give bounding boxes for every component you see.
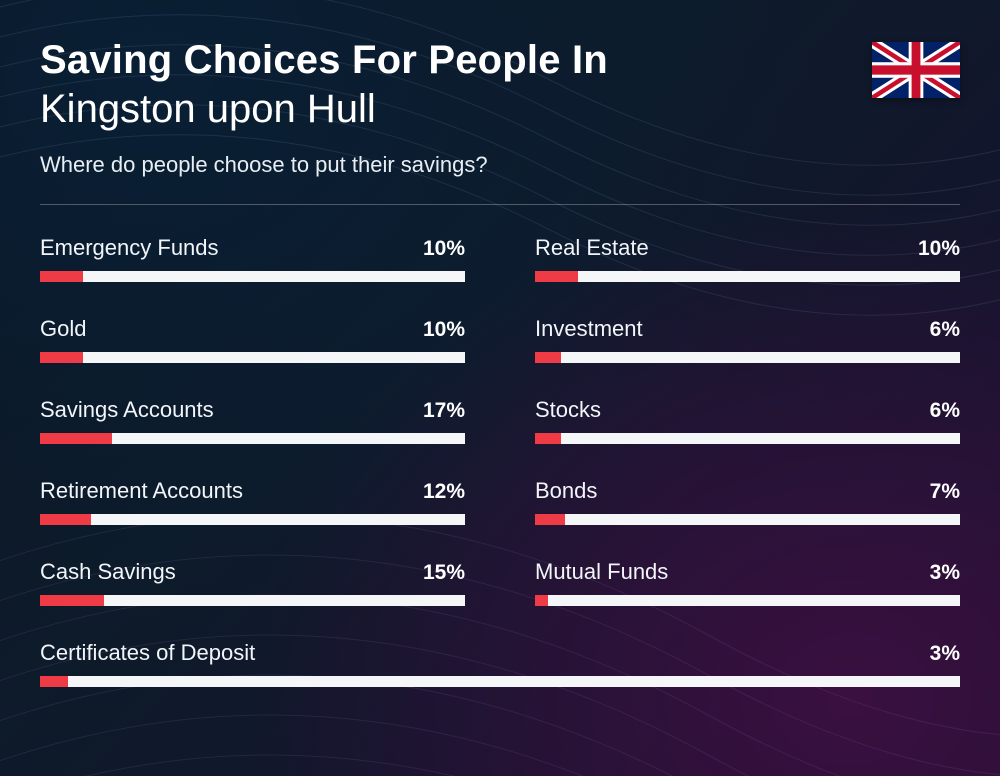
bar-label: Real Estate — [535, 235, 649, 261]
bar-track — [40, 595, 465, 606]
bar-label: Investment — [535, 316, 643, 342]
bar-percent: 17% — [423, 399, 465, 423]
bar-track — [535, 595, 960, 606]
bar-percent: 15% — [423, 561, 465, 585]
savings-bars-grid: Emergency Funds 10% Real Estate 10% Gold 10% I… — [40, 235, 960, 687]
header: Saving Choices For People In Kingston up… — [40, 38, 960, 205]
bar-item: Mutual Funds 3% — [535, 559, 960, 606]
bar-fill — [535, 514, 565, 525]
bar-item: Savings Accounts 17% — [40, 397, 465, 444]
bar-percent: 10% — [918, 237, 960, 261]
bar-label: Retirement Accounts — [40, 478, 243, 504]
bar-percent: 10% — [423, 237, 465, 261]
bar-track — [40, 676, 960, 687]
bar-fill — [40, 514, 91, 525]
bar-item: Gold 10% — [40, 316, 465, 363]
bar-fill — [40, 433, 112, 444]
bar-label: Certificates of Deposit — [40, 640, 255, 666]
bar-item: Emergency Funds 10% — [40, 235, 465, 282]
bar-label: Stocks — [535, 397, 601, 423]
bar-label: Emergency Funds — [40, 235, 219, 261]
bar-percent: 3% — [930, 561, 960, 585]
bar-track — [535, 514, 960, 525]
bar-percent: 10% — [423, 318, 465, 342]
bar-fill — [40, 271, 83, 282]
bar-fill — [40, 352, 83, 363]
bar-label: Gold — [40, 316, 86, 342]
bar-track — [535, 271, 960, 282]
bar-label: Cash Savings — [40, 559, 176, 585]
page-title-line1: Saving Choices For People In — [40, 38, 960, 82]
uk-flag-icon — [872, 42, 960, 98]
bar-percent: 3% — [930, 642, 960, 666]
bar-fill — [40, 595, 104, 606]
bar-percent: 12% — [423, 480, 465, 504]
bar-percent: 6% — [930, 318, 960, 342]
bar-item: Real Estate 10% — [535, 235, 960, 282]
bar-label: Mutual Funds — [535, 559, 668, 585]
bar-track — [535, 433, 960, 444]
bar-percent: 7% — [930, 480, 960, 504]
bar-item: Cash Savings 15% — [40, 559, 465, 606]
page-subtitle: Where do people choose to put their savi… — [40, 152, 960, 178]
bar-item: Stocks 6% — [535, 397, 960, 444]
bar-fill — [535, 433, 561, 444]
bar-track — [40, 514, 465, 525]
bar-label: Savings Accounts — [40, 397, 214, 423]
bar-percent: 6% — [930, 399, 960, 423]
bar-fill — [535, 271, 578, 282]
bar-track — [40, 271, 465, 282]
divider — [40, 204, 960, 205]
bar-fill — [40, 676, 68, 687]
bar-label: Bonds — [535, 478, 597, 504]
bar-track — [40, 433, 465, 444]
bar-item: Investment 6% — [535, 316, 960, 363]
bar-fill — [535, 352, 561, 363]
bar-item: Bonds 7% — [535, 478, 960, 525]
page-title-line2: Kingston upon Hull — [40, 84, 960, 134]
bar-track — [40, 352, 465, 363]
bar-item: Certificates of Deposit 3% — [40, 640, 960, 687]
bar-item: Retirement Accounts 12% — [40, 478, 465, 525]
bar-fill — [535, 595, 548, 606]
bar-track — [535, 352, 960, 363]
